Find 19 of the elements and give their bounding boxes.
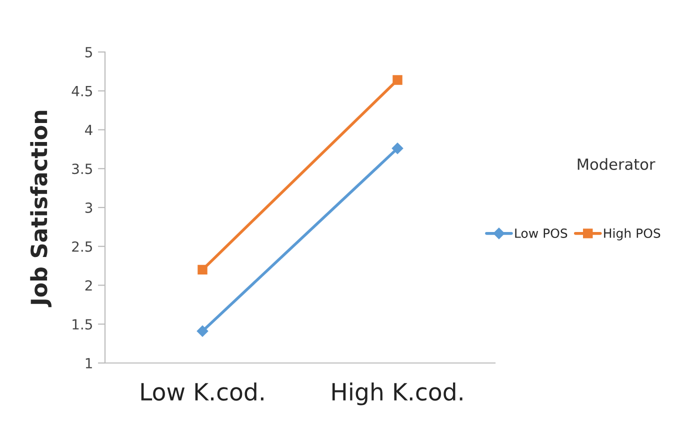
point [198, 264, 208, 275]
y-tick-label: 3 [85, 202, 92, 213]
y-tick-label: 1.5 [72, 319, 92, 330]
x-tick-label: Low K.cod. [141, 382, 264, 401]
legend-label: High POS [604, 228, 660, 240]
legend-label: Low POS [515, 228, 568, 238]
y-tick-label: 3.5 [72, 164, 92, 174]
point [392, 75, 402, 85]
legend-title: Moderator [578, 158, 656, 170]
y-tick-label: 4.5 [72, 86, 92, 96]
y-tick-label: 2.5 [72, 241, 92, 252]
point [196, 326, 208, 337]
y-tick-label: 4 [85, 124, 92, 136]
y-tick-label: 2 [85, 280, 92, 291]
y-axis-title: Job Satisfaction [30, 110, 52, 308]
y-tick-label: 5 [85, 47, 92, 58]
x-tick-label: High K.cod. [332, 382, 462, 406]
y-tick-label: 1 [86, 358, 92, 368]
point [392, 142, 404, 154]
